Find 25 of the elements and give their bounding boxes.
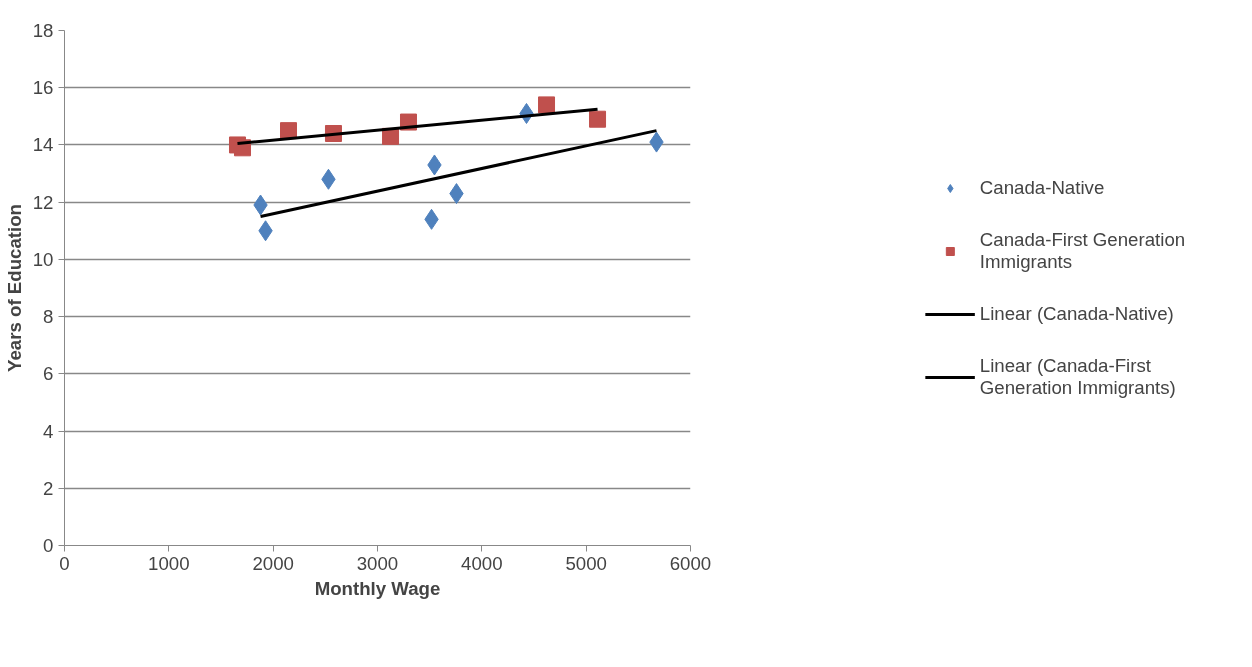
- y-tick-label: 0: [43, 535, 54, 556]
- x-axis-title: Monthly Wage: [314, 577, 441, 599]
- y-tick-label: 10: [32, 248, 54, 270]
- y-axis-title: Years of Education: [3, 204, 25, 372]
- y-tick-label: 6: [43, 363, 54, 385]
- y-tick-label: 2: [43, 477, 54, 499]
- x-tick-label: 0: [59, 552, 70, 574]
- y-tick-label: 16: [32, 77, 54, 99]
- legend-label: Canada-Native: [979, 176, 1105, 199]
- point: [589, 110, 607, 128]
- x-tick-label: 1000: [148, 552, 190, 574]
- y-tick-label: 14: [32, 134, 54, 156]
- x-tick-label: 4000: [461, 552, 503, 574]
- legend-label: Canada-First Generation Immigrants: [979, 228, 1186, 273]
- y-tick-label: 8: [43, 306, 54, 328]
- point: [538, 96, 556, 114]
- y-tick-label: 18: [32, 20, 54, 41]
- y-tick-label: 4: [43, 420, 54, 442]
- x-tick-label: 2000: [252, 552, 294, 574]
- legend-label: Linear (Canada-Native): [979, 302, 1174, 325]
- x-tick-label: 3000: [356, 552, 399, 574]
- y-tick-label: 12: [32, 191, 54, 213]
- x-tick-label: 6000: [669, 552, 712, 574]
- x-tick-label: 5000: [565, 552, 607, 574]
- legend-label: Linear (Canada-First Generation Immigrants): [979, 354, 1176, 399]
